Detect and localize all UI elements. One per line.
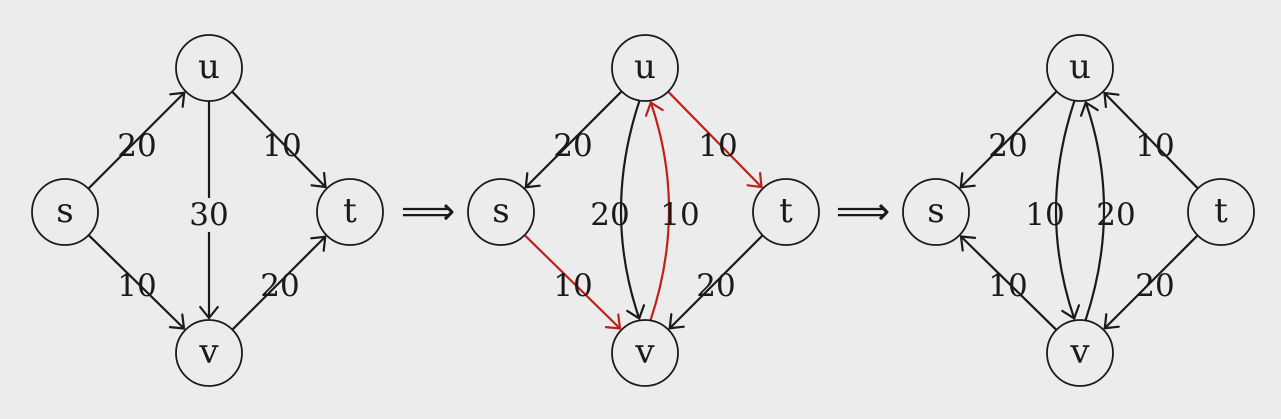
arrowhead-v-u: [1079, 101, 1099, 117]
edge-t-v: [1103, 234, 1199, 330]
edge-weight-t-u: 10: [1135, 128, 1174, 164]
arrowhead-v-s: [959, 235, 977, 252]
node-label-s: s: [56, 191, 73, 231]
edge-v-u: [649, 101, 671, 322]
arrowhead-s-v: [604, 313, 622, 330]
edge-weight-s-u: 20: [117, 128, 156, 164]
arrowhead-u-v: [1061, 304, 1081, 320]
edge-weight-u-t: 10: [262, 128, 301, 164]
edge-weight-s-v: 10: [553, 268, 592, 304]
edge-weight-s-v: 10: [117, 268, 156, 304]
edge-u-t: [230, 90, 327, 189]
edge-weight-u-v: 10: [660, 197, 699, 233]
arrowhead-u-v: [626, 304, 646, 320]
edge-weight-u-s: 20: [988, 128, 1027, 164]
edge-u-t: [666, 90, 763, 189]
node-label-v: v: [198, 332, 219, 372]
node-u: [611, 34, 679, 102]
node-label-s: s: [492, 191, 509, 231]
node-v: [175, 319, 243, 387]
edge-weight-background: [187, 198, 231, 232]
edge-t-v: [668, 234, 764, 330]
edge-v-s: [959, 235, 1058, 332]
arrowhead-u-s: [959, 172, 976, 189]
edge-u-s: [524, 90, 623, 189]
edge-weight-u-v: 20: [1096, 197, 1135, 233]
node-t: [1187, 178, 1255, 246]
node-label-t: t: [1214, 191, 1228, 231]
edge-weight-u-v: 30: [189, 197, 228, 233]
arrowhead-v-u: [644, 101, 664, 117]
arrowhead-u-t: [310, 171, 327, 189]
node-label-u: u: [634, 47, 656, 87]
node-u: [1046, 34, 1114, 102]
edge-weight-u-s: 20: [553, 128, 592, 164]
edge-weight-t-v: 20: [696, 268, 735, 304]
edge-weight-u-t: 10: [698, 128, 737, 164]
node-label-s: s: [927, 191, 944, 231]
arrowhead-u-t: [746, 171, 763, 189]
edge-u-v: [1054, 99, 1076, 320]
edge-v-t: [231, 235, 327, 331]
node-s: [467, 178, 535, 246]
node-s: [902, 178, 970, 246]
edge-u-s: [959, 90, 1058, 189]
node-label-v: v: [634, 332, 655, 372]
implies-arrow-2: ⟹: [836, 189, 890, 233]
edge-weight-t-v: 20: [1135, 268, 1174, 304]
node-label-t: t: [343, 191, 357, 231]
panel-after-first-path: 20 10 20 10 10 20 s u t v: [467, 34, 820, 387]
edge-weight-v-s: 10: [988, 268, 1027, 304]
edge-weight-v-u: 20: [590, 197, 629, 233]
implies-arrow-1: ⟹: [401, 189, 455, 233]
arrowhead-t-u: [1103, 91, 1120, 109]
panel-original-network: 20 10 30 10 20 s u t v: [31, 34, 384, 387]
edge-s-v: [87, 233, 186, 330]
arrowhead-t-v: [1103, 313, 1120, 330]
arrowhead-u-s: [524, 172, 541, 189]
edge-weight-v-t: 20: [260, 268, 299, 304]
node-s: [31, 178, 99, 246]
node-label-t: t: [779, 191, 793, 231]
edge-t-u: [1103, 91, 1200, 190]
node-t: [752, 178, 820, 246]
node-t: [316, 178, 384, 246]
node-label-u: u: [198, 47, 220, 87]
node-v: [611, 319, 679, 387]
node-v: [1046, 319, 1114, 387]
edge-weight-v-u: 10: [1025, 197, 1064, 233]
edge-s-v: [523, 233, 622, 330]
arrowhead-u-v: [199, 305, 219, 320]
arrowhead-v-t: [310, 235, 327, 252]
edge-v-u: [1084, 101, 1106, 322]
node-label-v: v: [1069, 332, 1090, 372]
node-u: [175, 34, 243, 102]
arrowhead-s-v: [168, 313, 186, 330]
arrowhead-t-v: [668, 313, 685, 330]
edge-s-u: [87, 91, 186, 190]
arrowhead-s-u: [169, 91, 186, 108]
node-label-u: u: [1069, 47, 1091, 87]
edge-u-v: [619, 99, 641, 320]
